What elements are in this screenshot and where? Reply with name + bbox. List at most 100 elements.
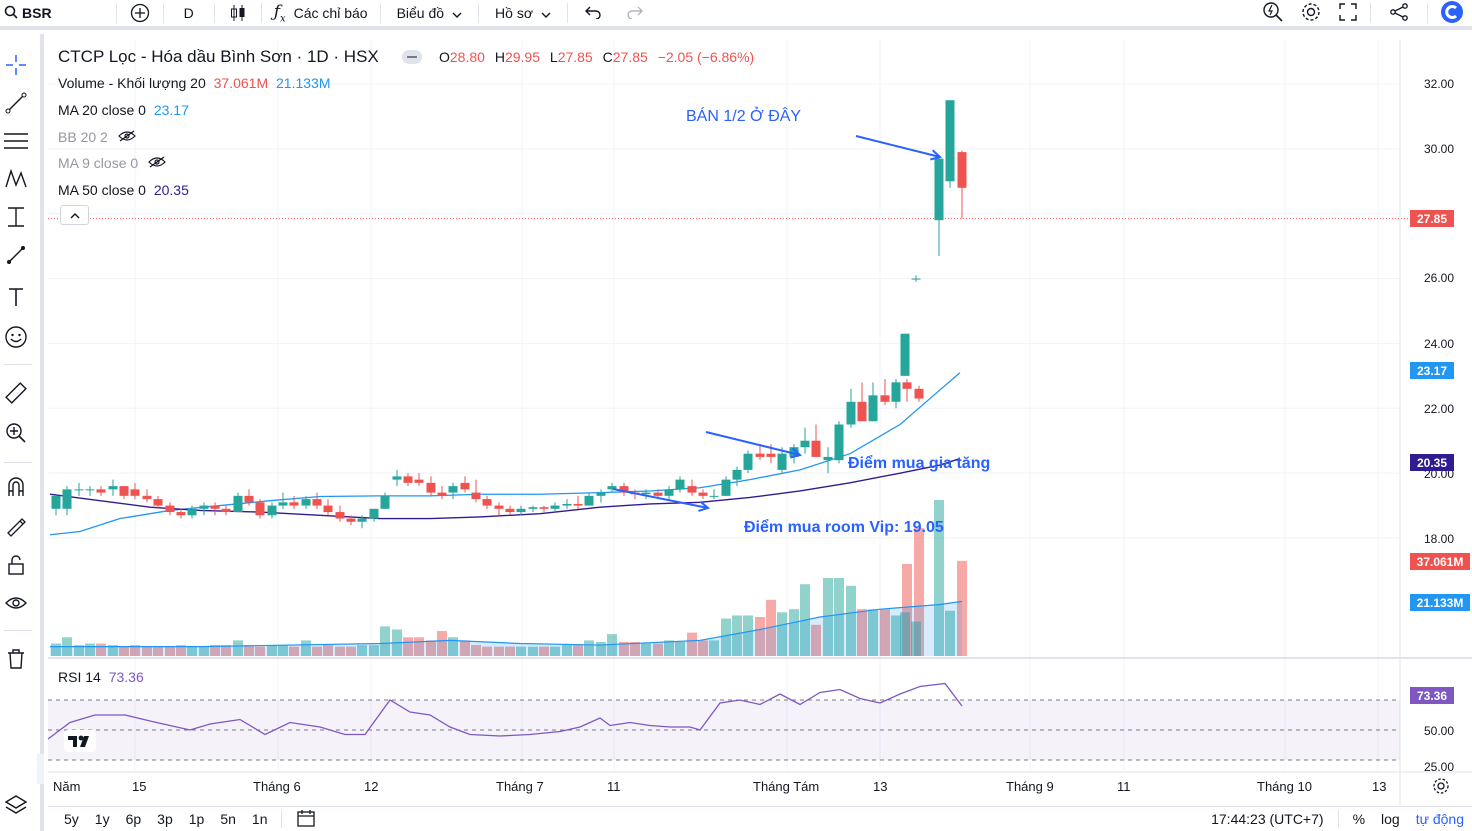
collapse-indicators-button[interactable] [60, 205, 89, 225]
eye-hidden-icon[interactable] [117, 129, 136, 145]
clock-timezone[interactable]: 17:44:23 (UTC+7) [1211, 811, 1324, 827]
volume-bar [687, 632, 697, 656]
collapse-legend-button[interactable] [402, 50, 422, 64]
legend-volume[interactable]: Volume - Khối lượng 20 37.061M 21.133M [58, 75, 331, 91]
remove-drawings-tool[interactable] [3, 648, 29, 674]
candle-body [687, 486, 697, 493]
ruler-tool[interactable] [3, 381, 29, 408]
zoom-in-tool[interactable] [3, 422, 29, 448]
text-tool[interactable] [3, 286, 29, 312]
time-tick: Năm [53, 779, 81, 794]
chart-type-button[interactable] [219, 0, 257, 28]
range-1y[interactable]: 1y [94, 811, 110, 827]
fullscreen-button[interactable] [1330, 0, 1366, 28]
candle-body [698, 492, 708, 496]
axis-settings-button[interactable] [1432, 777, 1450, 800]
candle-body [233, 495, 243, 513]
volume-bar [301, 640, 311, 656]
brush-tool[interactable] [3, 244, 29, 270]
visibility-tool[interactable] [3, 592, 29, 618]
volume-bar [471, 645, 481, 656]
undo-button[interactable] [572, 0, 614, 28]
volume-bar [221, 645, 231, 656]
auto-scale-toggle[interactable]: tự động [1415, 811, 1464, 827]
settings-button[interactable] [1292, 0, 1330, 28]
eye-hidden-icon[interactable] [148, 155, 166, 171]
pattern-tool[interactable] [3, 168, 29, 194]
log-toggle[interactable]: log [1381, 811, 1400, 827]
candle-body [957, 152, 967, 188]
chart-menu-button[interactable]: Biểu đồ [385, 0, 474, 28]
ma50-legend-name: MA 50 close 0 [58, 182, 146, 198]
sell-annotation[interactable]: BÁN 1/2 Ở ĐÂY [686, 108, 802, 125]
range-1d[interactable]: 1n [251, 811, 268, 827]
volume-bar [630, 641, 640, 656]
redo-button[interactable] [614, 0, 656, 28]
vip-buy-annotation[interactable]: Điểm mua room Vip: 19.05 [744, 519, 944, 536]
range-5d[interactable]: 5n [220, 811, 236, 827]
share-button[interactable] [1375, 0, 1423, 28]
legend-bb[interactable]: BB 20 2 [58, 129, 136, 145]
sell-arrow-head [930, 149, 943, 161]
volume-legend-name: Volume - Khối lượng 20 [58, 75, 206, 91]
candle-body [596, 492, 606, 496]
crosshair-tool[interactable] [3, 54, 29, 80]
volume-bar [528, 646, 538, 656]
horizontal-lines-tool[interactable] [3, 130, 29, 156]
volume-bar [437, 631, 447, 656]
candle-body [846, 401, 856, 425]
volume-bar [743, 615, 753, 656]
add-buy-annotation[interactable]: Điểm mua gia tăng [848, 455, 991, 472]
volume-bar [369, 645, 379, 656]
candle-body [789, 447, 799, 457]
range-3m[interactable]: 3p [157, 811, 173, 827]
quick-search-button[interactable] [1254, 0, 1292, 28]
emoji-tool[interactable] [3, 325, 29, 352]
interval-button[interactable]: D [168, 0, 210, 28]
volume-ma-fill [50, 601, 962, 656]
top-toolbar: BSR D ƒx Các chỉ báo Biểu đồ Hồ sơ [0, 0, 1472, 30]
volume-bar [914, 528, 924, 656]
drawing-mode-tool[interactable] [3, 514, 29, 540]
legend-rsi[interactable]: RSI 14 73.36 [58, 669, 144, 685]
price-tick: 18.00 [1423, 532, 1454, 546]
brand-logo-button[interactable] [1432, 0, 1472, 28]
legend-ma20[interactable]: MA 20 close 0 23.17 [58, 102, 189, 118]
high-label: H [494, 49, 505, 65]
goto-date-button[interactable] [288, 808, 324, 831]
candle-body [743, 453, 753, 470]
range-6m[interactable]: 6p [125, 811, 142, 827]
profile-menu-button[interactable]: Hồ sơ [483, 0, 563, 28]
lock-tool[interactable] [3, 554, 29, 580]
candle-body [709, 495, 719, 497]
range-1m[interactable]: 1p [188, 811, 205, 827]
redo-icon [626, 5, 644, 22]
symbol-search[interactable]: BSR [0, 0, 60, 28]
add-symbol-button[interactable] [121, 0, 159, 28]
collapse-handle[interactable] [37, 754, 44, 784]
indicators-button[interactable]: ƒx Các chỉ báo [266, 0, 376, 28]
percent-toggle[interactable]: % [1352, 811, 1366, 827]
volume-bar [834, 578, 844, 656]
magnet-icon [4, 475, 28, 504]
time-tick: Tháng 9 [1006, 779, 1054, 794]
rsi-tick: 25.00 [1423, 760, 1454, 774]
object-tree-button[interactable] [3, 794, 29, 820]
candle-body [494, 505, 504, 509]
projection-tool[interactable] [3, 206, 29, 232]
volume-bar [619, 641, 629, 656]
legend-ma9[interactable]: MA 9 close 0 [58, 155, 166, 171]
volume-bar [267, 645, 277, 656]
trend-line-tool[interactable] [3, 92, 29, 118]
chevron-down-icon [452, 5, 462, 21]
magnet-tool[interactable] [3, 476, 29, 502]
candle-body [437, 492, 447, 496]
legend-ma50[interactable]: MA 50 close 0 20.35 [58, 182, 189, 198]
range-5y[interactable]: 5y [64, 811, 79, 827]
candle-body [289, 502, 299, 506]
candle-body [187, 508, 197, 516]
ma50-line [49, 457, 961, 520]
close-value: 27.85 [612, 49, 648, 65]
candle-body [323, 505, 333, 513]
